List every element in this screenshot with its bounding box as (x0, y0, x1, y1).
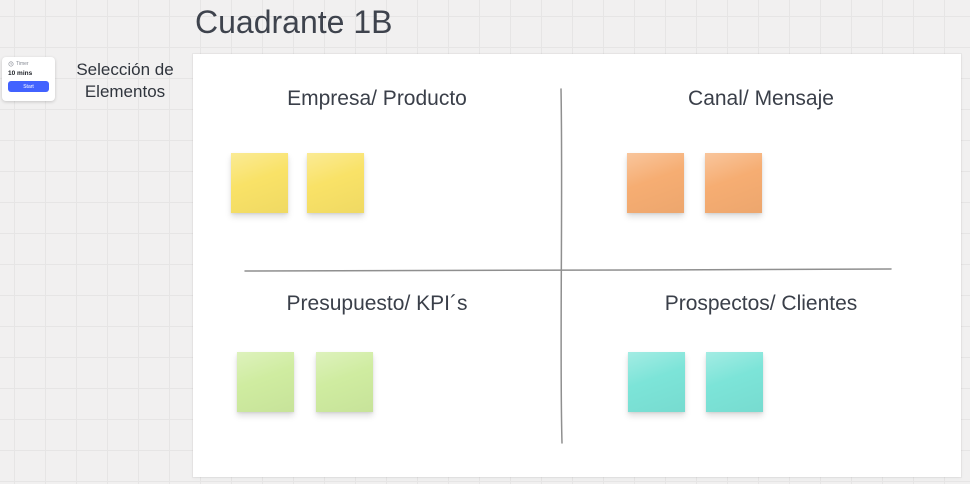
quadrant-label-empresa-producto[interactable]: Empresa/ Producto (287, 87, 467, 110)
sticky-note-yellow-2[interactable] (307, 153, 364, 213)
axis-vertical-line (560, 88, 563, 444)
sticky-note-yellow-1[interactable] (231, 153, 288, 213)
timer-header: Timer (8, 61, 49, 67)
sticky-note-green-1[interactable] (237, 352, 294, 412)
clock-icon (8, 61, 14, 67)
quadrant-label-presupuesto-kpis[interactable]: Presupuesto/ KPI´s (286, 292, 468, 315)
frame-title[interactable]: Cuadrante 1B (195, 4, 393, 40)
sticky-note-green-2[interactable] (316, 352, 373, 412)
sticky-note-orange-1[interactable] (627, 153, 684, 213)
frame-cuadrante-1b[interactable]: Empresa/ Producto Canal/ Mensaje Presupu… (193, 54, 961, 477)
canvas-text-seleccion-de-elementos[interactable]: Selección de Elementos (58, 59, 192, 103)
quadrant-label-canal-mensaje[interactable]: Canal/ Mensaje (688, 87, 834, 110)
sticky-note-teal-2[interactable] (706, 352, 763, 412)
timer-duration: 10 mins (8, 70, 33, 77)
quadrant-label-prospectos-clientes[interactable]: Prospectos/ Clientes (664, 292, 858, 315)
quadrant-axes (244, 88, 892, 444)
side-note-line1: Selección de (76, 60, 174, 79)
sticky-note-teal-1[interactable] (628, 352, 685, 412)
timer-start-button[interactable]: Start (8, 81, 49, 92)
axis-horizontal-line (244, 268, 892, 272)
timer-widget[interactable]: Timer 10 mins Start (2, 57, 55, 101)
timer-label: Timer (16, 61, 29, 67)
sticky-note-orange-2[interactable] (705, 153, 762, 213)
side-note-line2: Elementos (84, 82, 166, 101)
